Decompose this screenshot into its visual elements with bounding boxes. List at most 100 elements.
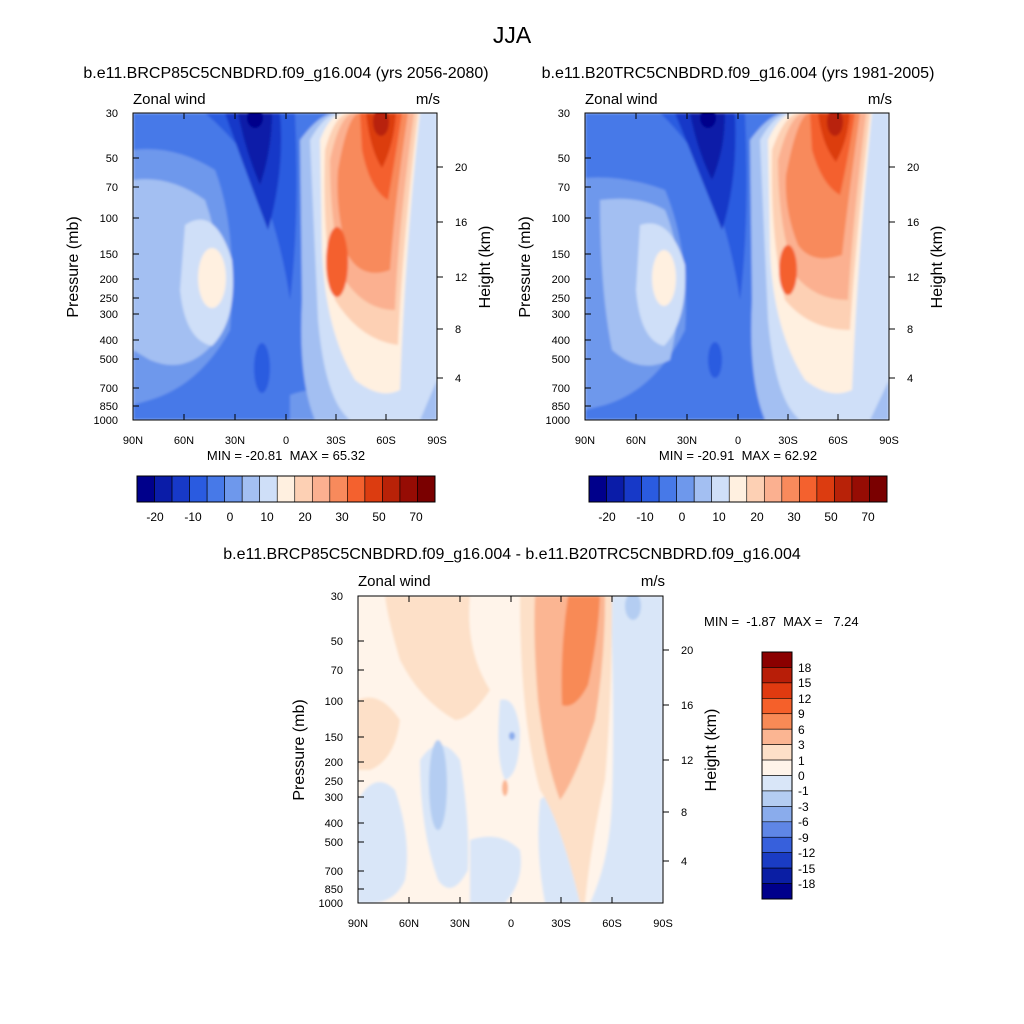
colorbar-tick-label: -6 [798,815,809,829]
y-axis: 30 50 70 100 150 200 250 300 400 500 700… [65,108,139,427]
contour-band [470,836,521,903]
colorbar-tick-label: 6 [798,723,805,737]
colorbar-swatch [761,836,793,853]
x-tick-label: 90S [879,435,899,447]
y-axis-label: Pressure (mb) [65,216,82,317]
colorbar-frame [761,651,793,900]
y2-axis: 20 16 12 8 4 Height (km) [437,162,494,385]
colorbar-swatch [851,475,870,503]
y2-tick-label: 8 [907,324,913,336]
colorbar-tick-label: 30 [787,510,801,524]
y-tick-label: 70 [558,182,570,194]
colorbar-tick-label: -15 [798,862,816,876]
colorbar-swatch [761,744,793,761]
panel-title: b.e11.BRCP85C5CNBDRD.f09_g16.004 (yrs 20… [83,65,488,82]
colorbar-tick-label: -18 [798,877,816,891]
colorbar-swatch [658,475,677,503]
y2-tick-label: 12 [681,755,693,767]
colorbar-tick-label: -20 [146,510,164,524]
y2-tick-label: 4 [907,373,913,385]
colorbar-swatch [189,475,208,503]
contour-band [358,697,400,770]
contour-band [827,113,843,136]
colorbar-tick-label: 50 [372,510,386,524]
contour-band [561,596,600,706]
colorbar-swatch [761,713,793,730]
x-tick-label: 60N [174,435,194,447]
colorbar: -20 -10 0 10 20 30 50 70 [136,475,436,524]
y2-tick-label: 20 [907,162,919,174]
y-tick-label: 250 [552,293,570,305]
panel-title: b.e11.B20TRC5CNBDRD.f09_g16.004 (yrs 198… [542,65,935,82]
colorbar-swatch [364,475,383,503]
y2-axis-label: Height (km) [477,226,494,309]
colorbar-swatch [259,475,278,503]
x-ticks [408,596,613,903]
y-tick-label: 250 [325,776,343,788]
colorbar-tick-label: -20 [598,510,616,524]
colorbar-tick-label: 0 [227,510,234,524]
y-tick-label: 200 [325,757,343,769]
y-tick-label: 1000 [319,898,343,910]
colorbar-swatch [761,667,793,684]
contour-band [509,732,515,740]
colorbar-swatch [799,475,818,503]
y-tick-label: 50 [331,636,343,648]
colorbar-swatch [382,475,401,503]
x-tick-label: 90N [575,435,595,447]
y-tick-label: 30 [331,591,343,603]
colorbar-tick-label: 20 [750,510,764,524]
colorbar-swatch [171,475,190,503]
x-tick-label: 90N [123,435,143,447]
contour-band [358,782,408,903]
left-label: Zonal wind [585,91,658,108]
colorbar-swatch [761,852,793,869]
colorbar-swatch [676,475,695,503]
y2-tick-label: 16 [455,217,467,229]
x-tick-label: 90S [653,918,673,930]
y2-axis-label: Height (km) [703,709,720,792]
y-tick-label: 300 [325,792,343,804]
colorbar-swatch [329,475,348,503]
colorbar-swatch [399,475,418,503]
contour-band [700,113,716,128]
colorbar-tick-label: 70 [409,510,423,524]
colorbar-swatch [761,790,793,807]
y-tick-label: 100 [100,213,118,225]
contour-band [498,699,520,780]
y2-tick-label: 12 [907,272,919,284]
colorbar-swatch [761,867,793,884]
x-ticks [635,113,839,420]
colorbar-swatch [761,775,793,792]
colorbar-tick-label: 15 [798,676,812,690]
y-tick-label: 700 [325,866,343,878]
y2-axis: 20 16 12 8 4 Height (km) [889,162,946,385]
y2-tick-label: 8 [455,324,461,336]
y-tick-label: 400 [325,818,343,830]
colorbar-tick-label: 30 [335,510,349,524]
plot-frame [132,112,438,421]
y-tick-label: 400 [100,335,118,347]
colorbar-tick-label: 50 [824,510,838,524]
x-tick-label: 30N [225,435,245,447]
contour-band [198,248,226,308]
colorbar-swatch [761,651,793,668]
x-tick-label: 30N [450,918,470,930]
y-tick-label: 30 [106,108,118,120]
colorbar-tick-label: 12 [798,692,812,706]
x-tick-label: 30S [778,435,798,447]
y-tick-label: 100 [325,696,343,708]
y-ticks [133,112,139,421]
contour-band [254,343,270,393]
y-tick-label: 850 [552,401,570,413]
contour-band [625,596,641,620]
y-tick-label: 150 [325,732,343,744]
colorbar-swatch [347,475,366,503]
y2-axis: 20 16 12 8 4 Height (km) [663,645,720,868]
y2-ticks [889,166,895,379]
colorbar-swatch [606,475,625,503]
y-tick-label: 1000 [94,415,118,427]
colorbar-tick-label: 0 [679,510,686,524]
colorbar-swatch [224,475,243,503]
y-tick-label: 300 [552,309,570,321]
